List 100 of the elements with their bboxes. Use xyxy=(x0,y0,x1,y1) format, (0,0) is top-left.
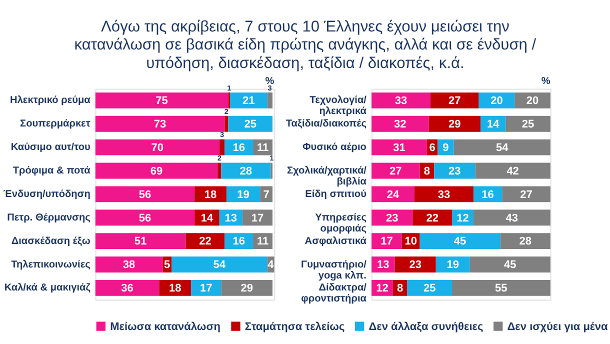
bar xyxy=(267,92,272,108)
data-label: 25 xyxy=(244,118,256,131)
text: % xyxy=(541,76,550,88)
bar xyxy=(95,280,160,296)
bar xyxy=(221,280,272,296)
bar xyxy=(452,280,550,296)
data-label: 11 xyxy=(256,236,269,248)
data-label: 29 xyxy=(448,118,461,131)
data-label: 25 xyxy=(522,118,534,131)
data-label: 13 xyxy=(377,259,390,272)
data-label: 16 xyxy=(482,188,494,201)
y-tick-label: Πετρ. Θέρμανσης xyxy=(7,212,90,224)
y-tick-label: Υπηρεσίες ομορφιάς xyxy=(315,212,366,234)
y-tick-label: Ασφαλιστικά xyxy=(304,236,368,247)
data-label: 1 xyxy=(227,83,232,92)
y-tick-label: Τρόφιμα & ποτά xyxy=(12,165,92,176)
y-tick-label: Τηλεπικοινωνίες xyxy=(11,259,90,270)
data-label: 51 xyxy=(134,236,147,248)
bar xyxy=(372,210,413,226)
y-tick-label: Δίδακτρα/ φροντιστήρια xyxy=(301,282,368,305)
y-tick-label: Σχολικά/χαρτικά/ βιβλία xyxy=(286,165,368,188)
data-label: 3 xyxy=(268,83,272,92)
bar xyxy=(95,162,218,179)
data-label: 54 xyxy=(213,259,226,272)
data-label: 7 xyxy=(263,188,270,201)
data-label: 17 xyxy=(251,212,264,224)
data-label: 27 xyxy=(520,188,532,201)
data-label: 12 xyxy=(456,212,469,224)
bar xyxy=(218,162,222,179)
bar xyxy=(95,116,225,132)
data-label: 55 xyxy=(495,282,508,295)
bar xyxy=(407,280,452,296)
data-label: 38 xyxy=(122,259,136,272)
data-label: 27 xyxy=(448,95,461,108)
bar xyxy=(473,210,550,226)
data-label: 16 xyxy=(232,142,245,154)
data-label: 29 xyxy=(240,282,253,295)
bar xyxy=(394,256,436,272)
y-tick-label: Διασκέδαση έξω xyxy=(11,236,91,247)
bar xyxy=(219,139,225,156)
data-label: 2 xyxy=(217,154,222,163)
y-tick-label: Ηλεκτρικό ρεύμα xyxy=(10,95,92,106)
data-label: 45 xyxy=(454,236,466,248)
data-label: 31 xyxy=(393,142,406,154)
bar xyxy=(372,139,427,156)
bar xyxy=(372,186,414,202)
data-label: 42 xyxy=(506,165,519,178)
data-label: 17 xyxy=(200,282,212,295)
legend-label: Μείωσα κατανάλωση xyxy=(110,320,221,333)
bar xyxy=(502,186,550,202)
data-label: 1 xyxy=(270,154,274,163)
y-tick-label: Τεχνολογία/ ηλεκτρικά xyxy=(310,95,368,118)
data-label: 56 xyxy=(138,188,152,201)
data-label: 45 xyxy=(504,259,516,272)
bar xyxy=(95,92,228,108)
data-label: 19 xyxy=(237,188,250,201)
data-label: 25 xyxy=(424,282,436,295)
y-tick-label: Ένδυση/υπόδηση xyxy=(3,188,90,200)
data-label: 19 xyxy=(446,259,460,272)
data-label: 3 xyxy=(220,130,224,140)
data-label: 36 xyxy=(121,282,134,295)
data-label: 8 xyxy=(397,282,404,295)
data-label: 23 xyxy=(386,212,398,224)
data-label: 33 xyxy=(394,95,408,108)
bar xyxy=(95,256,163,272)
data-label: 4 xyxy=(268,259,275,272)
data-label: 23 xyxy=(448,165,461,178)
data-label: 28 xyxy=(519,236,532,248)
data-label: 18 xyxy=(168,282,182,295)
data-label: 9 xyxy=(442,142,449,154)
bar xyxy=(172,256,268,272)
bar xyxy=(372,116,429,132)
bar xyxy=(514,92,550,108)
data-label: 24 xyxy=(386,188,400,201)
bar xyxy=(506,116,550,132)
data-label: 8 xyxy=(424,165,430,178)
bar xyxy=(186,233,225,250)
data-label: 17 xyxy=(380,236,393,248)
text: Λόγω της ακρίβειας, 7 στους 10 Έλληνες έχουν μειώσει την κατανάλωση σε βασικά είδη πρώτης ανάγκης, αλλά και σε ένδυση / υπόδηση, διασκέδαση, ταξίδια / διακοπές, κ.ά. xyxy=(74,18,537,72)
data-label: 22 xyxy=(199,236,212,248)
bar xyxy=(228,116,272,132)
y-tick-label: Σουπερμάρκετ xyxy=(20,118,91,130)
bar xyxy=(95,139,220,156)
bar xyxy=(414,186,474,202)
data-label: 5 xyxy=(164,259,170,272)
data-label: 2 xyxy=(224,106,228,116)
data-label: 10 xyxy=(404,236,417,248)
bar xyxy=(242,210,272,226)
bar xyxy=(430,92,479,108)
data-label: 32 xyxy=(394,118,406,131)
bar xyxy=(191,280,222,296)
data-label: 54 xyxy=(496,142,510,154)
legend-label: Σταμάτησα τελείως xyxy=(244,320,345,333)
data-label: 28 xyxy=(240,165,252,178)
bar xyxy=(475,162,550,179)
bar xyxy=(95,210,195,226)
data-label: 22 xyxy=(426,212,438,224)
data-label: 69 xyxy=(150,165,163,178)
y-tick-label: Γυμναστήριο/ yoga κλπ. xyxy=(301,259,367,282)
bar xyxy=(420,233,500,250)
